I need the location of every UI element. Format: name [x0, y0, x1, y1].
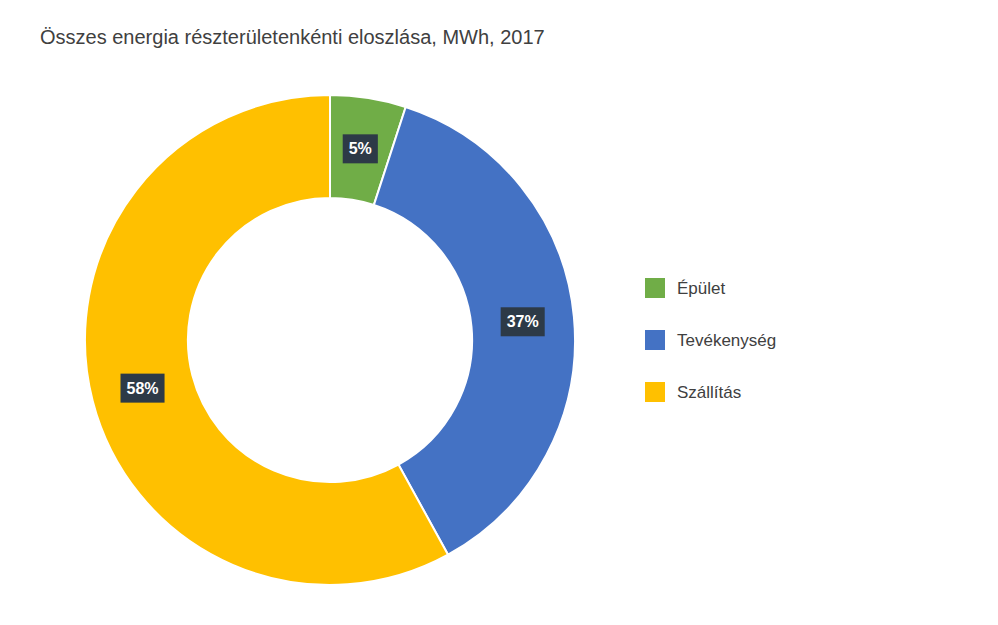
title: Összes energia részterületenkénti eloszl… — [40, 26, 545, 48]
data-labels: 5% 37% 58% — [121, 134, 545, 402]
data-label: 5% — [343, 134, 378, 163]
legend-swatch — [645, 278, 665, 298]
legend: Épület Tevékenység Szállítás — [645, 278, 776, 402]
legend-swatch — [645, 382, 665, 402]
data-label-text: 37% — [507, 313, 539, 330]
legend-label: Tevékenység — [677, 331, 776, 350]
data-label: 37% — [501, 307, 545, 336]
data-label-text: 5% — [349, 140, 372, 157]
label-box — [343, 134, 378, 163]
slices — [85, 95, 575, 585]
slice — [85, 95, 448, 585]
data-label: 58% — [121, 374, 165, 403]
legend-swatch — [645, 330, 665, 350]
data-label-text: 58% — [127, 380, 159, 397]
label-box — [121, 374, 165, 403]
legend-label: Épület — [677, 279, 725, 298]
label-box — [501, 307, 545, 336]
chart: Összes energia részterületenkénti eloszl… — [0, 0, 998, 625]
legend-label: Szállítás — [677, 383, 741, 402]
